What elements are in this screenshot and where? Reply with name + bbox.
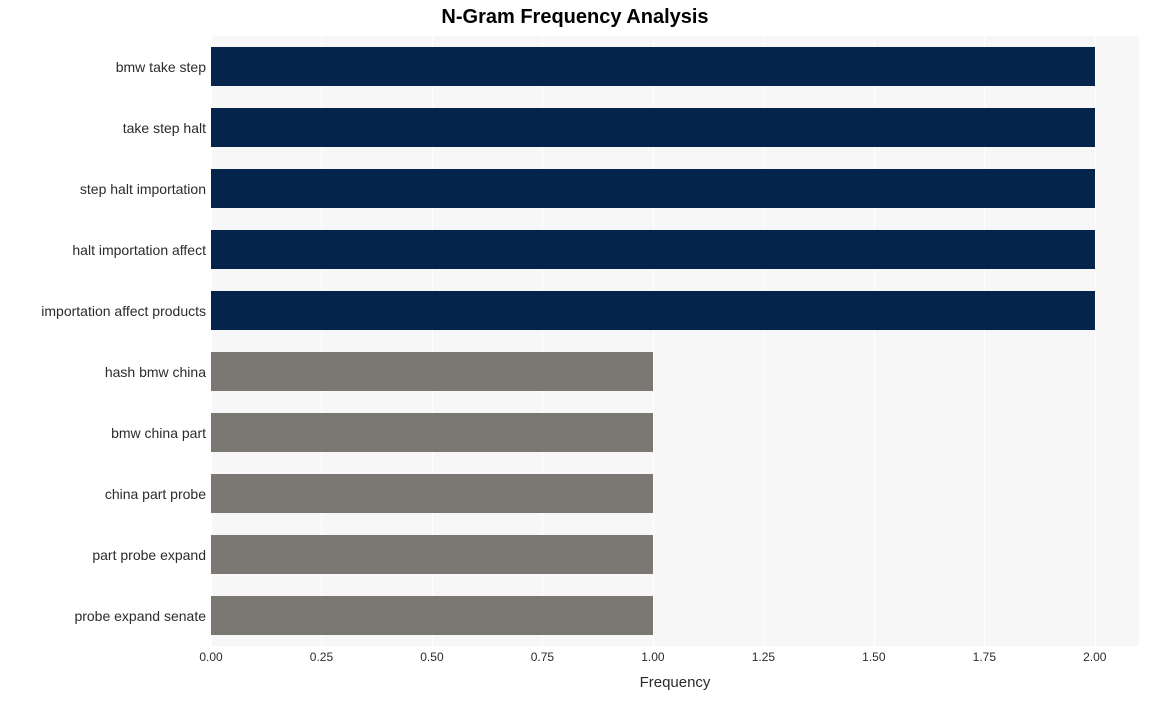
bar bbox=[211, 413, 653, 451]
y-tick-label: bmw take step bbox=[0, 60, 206, 74]
bar bbox=[211, 474, 653, 512]
x-tick-label: 0.00 bbox=[199, 650, 222, 664]
ngram-frequency-chart: N-Gram Frequency Analysis bmw take step t… bbox=[0, 0, 1150, 701]
y-tick-label: bmw china part bbox=[0, 426, 206, 440]
x-tick-label: 1.50 bbox=[862, 650, 885, 664]
bar bbox=[211, 291, 1095, 329]
bar-row bbox=[211, 108, 1095, 146]
x-tick-label: 2.00 bbox=[1083, 650, 1106, 664]
bar bbox=[211, 108, 1095, 146]
bar-row bbox=[211, 352, 653, 390]
bar-row bbox=[211, 596, 653, 634]
bar bbox=[211, 535, 653, 573]
x-tick-label: 0.50 bbox=[420, 650, 443, 664]
y-tick-label: take step halt bbox=[0, 121, 206, 135]
y-tick-label: part probe expand bbox=[0, 548, 206, 562]
bar-row bbox=[211, 291, 1095, 329]
bar-row bbox=[211, 413, 653, 451]
bar bbox=[211, 169, 1095, 207]
bars-layer bbox=[211, 36, 1139, 646]
x-axis-ticks: 0.000.250.500.751.001.251.501.752.00 bbox=[211, 650, 1139, 670]
y-axis-labels: bmw take step take step halt step halt imp… bbox=[0, 36, 206, 646]
y-tick-label: halt importation affect bbox=[0, 243, 206, 257]
x-tick-label: 1.25 bbox=[752, 650, 775, 664]
bar bbox=[211, 47, 1095, 85]
bar-row bbox=[211, 474, 653, 512]
x-tick-label: 0.75 bbox=[531, 650, 554, 664]
y-tick-label: china part probe bbox=[0, 487, 206, 501]
bar-row bbox=[211, 47, 1095, 85]
x-axis-label: Frequency bbox=[211, 674, 1139, 691]
plot-area bbox=[211, 36, 1139, 646]
bar-row bbox=[211, 230, 1095, 268]
x-tick-label: 0.25 bbox=[310, 650, 333, 664]
chart-title: N-Gram Frequency Analysis bbox=[0, 6, 1150, 29]
x-tick-label: 1.75 bbox=[973, 650, 996, 664]
bar-row bbox=[211, 169, 1095, 207]
y-tick-label: hash bmw china bbox=[0, 365, 206, 379]
bar-row bbox=[211, 535, 653, 573]
x-tick-label: 1.00 bbox=[641, 650, 664, 664]
bar bbox=[211, 230, 1095, 268]
bar bbox=[211, 352, 653, 390]
bar bbox=[211, 596, 653, 634]
y-tick-label: probe expand senate bbox=[0, 609, 206, 623]
y-tick-label: step halt importation bbox=[0, 182, 206, 196]
y-tick-label: importation affect products bbox=[0, 304, 206, 318]
